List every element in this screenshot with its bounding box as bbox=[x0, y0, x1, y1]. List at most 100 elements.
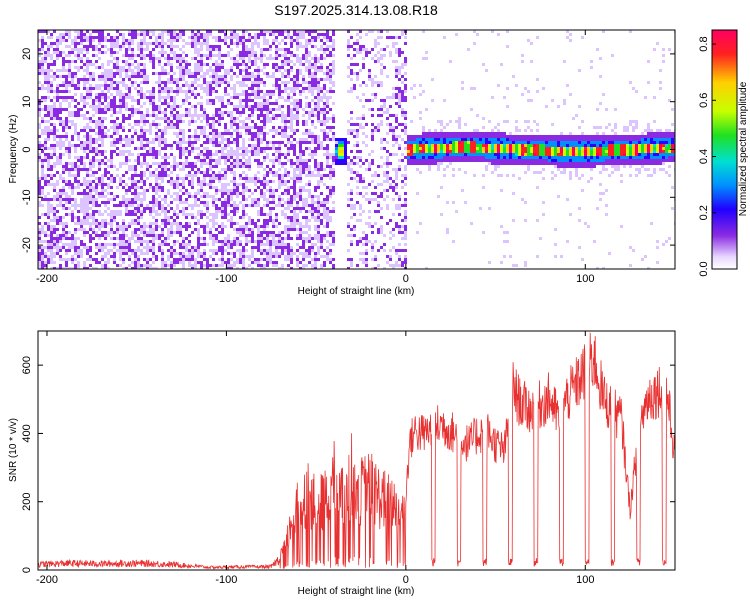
heatmap-cell bbox=[296, 75, 299, 78]
heatmap-cell bbox=[227, 219, 230, 222]
heatmap-cell bbox=[47, 165, 50, 168]
heatmap-cell bbox=[74, 93, 77, 96]
heatmap-cell bbox=[233, 177, 236, 180]
heatmap-cell bbox=[182, 213, 185, 216]
heatmap-cell bbox=[80, 207, 83, 210]
heatmap-cell bbox=[233, 195, 236, 198]
heatmap-cell bbox=[92, 30, 95, 33]
heatmap-cell bbox=[254, 246, 257, 249]
heatmap-cell bbox=[167, 33, 170, 36]
heatmap-cell bbox=[134, 123, 137, 126]
heatmap-cell bbox=[293, 216, 296, 219]
heatmap-cell bbox=[89, 126, 92, 129]
heatmap-cell bbox=[332, 171, 335, 174]
heatmap-cell bbox=[104, 57, 107, 60]
heatmap-cell bbox=[149, 258, 152, 261]
heatmap-cell bbox=[80, 96, 83, 99]
heatmap-cell bbox=[320, 63, 323, 66]
heatmap-cell bbox=[290, 42, 293, 45]
heatmap-cell bbox=[323, 123, 326, 126]
heatmap-cell bbox=[239, 252, 242, 255]
heatmap-cell bbox=[113, 219, 116, 222]
heatmap-cell bbox=[218, 246, 221, 249]
heatmap-cell bbox=[38, 123, 41, 126]
heatmap-cell bbox=[182, 150, 185, 153]
heatmap-cell bbox=[59, 153, 62, 156]
heatmap-cell bbox=[221, 213, 224, 216]
heatmap-cell bbox=[53, 135, 56, 138]
heatmap-cell bbox=[173, 231, 176, 234]
heatmap-cell bbox=[230, 201, 233, 204]
heatmap-cell bbox=[191, 30, 194, 33]
heatmap-cell bbox=[92, 72, 95, 75]
heatmap-cell bbox=[47, 240, 50, 243]
heatmap-cell bbox=[299, 57, 302, 60]
heatmap-cell bbox=[194, 195, 197, 198]
heatmap-cell bbox=[212, 120, 215, 123]
heatmap-cell bbox=[56, 129, 59, 132]
heatmap-cell bbox=[263, 204, 266, 207]
heatmap-cell bbox=[209, 153, 212, 156]
heatmap-cell bbox=[275, 84, 278, 87]
heatmap-cell bbox=[227, 264, 230, 267]
heatmap-cell bbox=[137, 54, 140, 57]
heatmap-cell bbox=[296, 102, 299, 105]
heatmap-cell bbox=[263, 102, 266, 105]
heatmap-cell bbox=[56, 99, 59, 102]
heatmap-cell bbox=[92, 267, 95, 269]
heatmap-cell bbox=[80, 120, 83, 123]
heatmap-cell bbox=[44, 126, 47, 129]
heatmap-cell bbox=[59, 42, 62, 45]
heatmap-cell bbox=[269, 45, 272, 48]
heatmap-cell bbox=[290, 216, 293, 219]
heatmap-cell bbox=[71, 48, 74, 51]
heatmap-cell bbox=[290, 96, 293, 99]
heatmap-cell bbox=[44, 42, 47, 45]
heatmap-cell bbox=[131, 42, 134, 45]
heatmap-cell bbox=[305, 180, 308, 183]
heatmap-cell bbox=[308, 60, 311, 63]
heatmap-cell bbox=[287, 246, 290, 249]
heatmap-cell bbox=[38, 87, 41, 90]
heatmap-cell bbox=[242, 30, 245, 33]
heatmap-cell bbox=[128, 210, 131, 213]
heatmap-cell bbox=[326, 201, 329, 204]
heatmap-cell bbox=[278, 168, 281, 171]
heatmap-cell bbox=[275, 246, 278, 249]
heatmap-cell bbox=[104, 45, 107, 48]
heatmap-cell bbox=[296, 264, 299, 267]
heatmap-cell bbox=[293, 171, 296, 174]
heatmap-cell bbox=[89, 225, 92, 228]
heatmap-cell bbox=[59, 156, 62, 159]
heatmap-cell bbox=[140, 39, 143, 42]
heatmap-cell bbox=[299, 267, 302, 269]
heatmap-cell bbox=[278, 174, 281, 177]
heatmap-cell bbox=[197, 51, 200, 54]
heatmap-cell bbox=[101, 180, 104, 183]
heatmap-cell bbox=[44, 72, 47, 75]
heatmap-cell bbox=[329, 231, 332, 234]
heatmap-cell bbox=[47, 87, 50, 90]
heatmap-cell bbox=[56, 117, 59, 120]
heatmap-cell bbox=[314, 87, 317, 90]
heatmap-cell bbox=[134, 99, 137, 102]
heatmap-cell bbox=[164, 30, 167, 33]
heatmap-cell bbox=[269, 243, 272, 246]
heatmap-cell bbox=[143, 111, 146, 114]
heatmap-cell bbox=[80, 138, 83, 141]
heatmap-cell bbox=[56, 141, 59, 144]
heatmap-cell bbox=[158, 108, 161, 111]
heatmap-cell bbox=[314, 216, 317, 219]
heatmap-cell bbox=[215, 186, 218, 189]
heatmap-cell bbox=[152, 90, 155, 93]
heatmap-cell bbox=[215, 237, 218, 240]
heatmap-cell bbox=[125, 75, 128, 78]
heatmap-cell bbox=[191, 120, 194, 123]
heatmap-cell bbox=[248, 66, 251, 69]
heatmap-cell bbox=[125, 60, 128, 63]
heatmap-cell bbox=[323, 117, 326, 120]
heatmap-cell bbox=[260, 240, 263, 243]
heatmap-cell bbox=[113, 36, 116, 39]
heatmap-cell bbox=[302, 138, 305, 141]
heatmap-cell bbox=[209, 180, 212, 183]
